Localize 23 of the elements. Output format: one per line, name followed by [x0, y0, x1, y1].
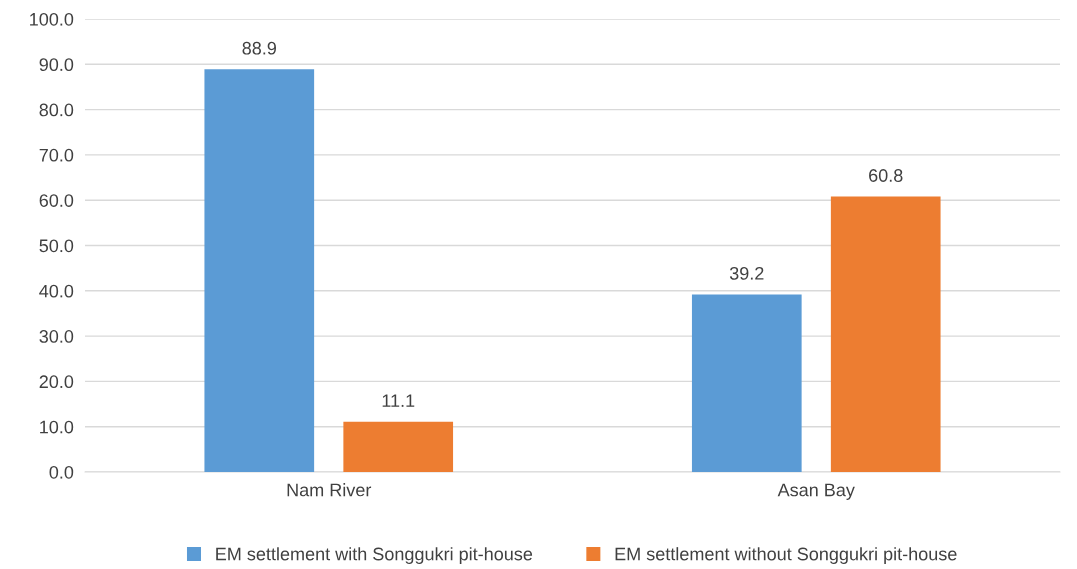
bar	[343, 421, 454, 472]
y-tick-label: 100.0	[30, 12, 74, 26]
y-tick-label: 90.0	[39, 58, 74, 72]
bar	[204, 69, 315, 472]
y-tick-label: 20.0	[39, 375, 74, 389]
y-tick-label: 10.0	[40, 420, 74, 434]
data-label: 88.9	[242, 41, 276, 55]
y-tick-label: 60.0	[39, 194, 74, 207]
data-label: 11.1	[382, 394, 415, 407]
y-tick-label: 0.0	[49, 465, 74, 479]
y-tick-label: 30.0	[39, 330, 74, 343]
legend-label: EM settlement with Songgukri pit-house	[216, 547, 533, 564]
y-tick-label: 80.0	[39, 103, 74, 117]
y-tick-label: 40.0	[39, 284, 74, 298]
bar	[691, 294, 802, 472]
y-tick-label: 70.0	[39, 148, 74, 162]
y-tick-label: 50.0	[39, 239, 74, 253]
data-label: 60.8	[869, 169, 903, 182]
x-tick-label: Nam River	[287, 483, 372, 497]
bar	[830, 196, 941, 472]
data-label: 39.2	[729, 266, 764, 280]
x-tick-label: Asan Bay	[777, 483, 855, 500]
legend-label: EM settlement without Songgukri pit-house	[615, 547, 957, 564]
